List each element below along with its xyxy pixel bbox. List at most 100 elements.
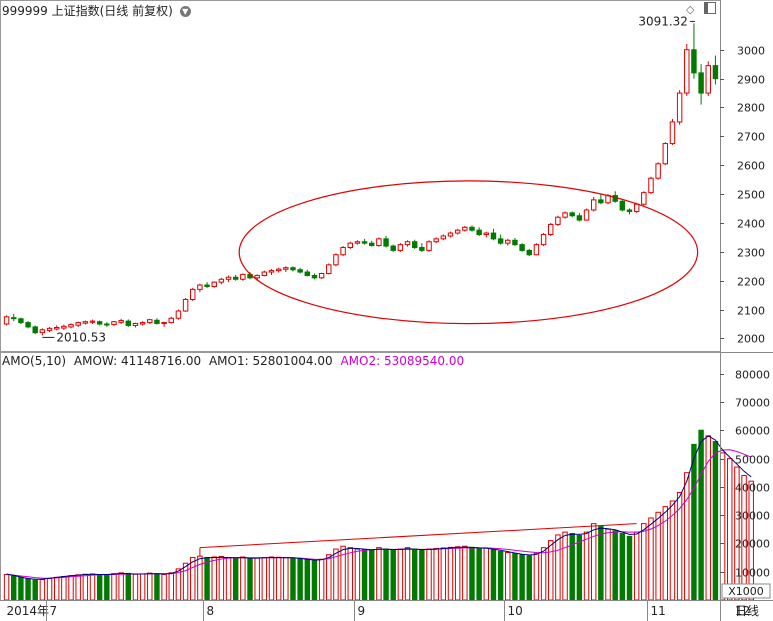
- window-toggle-icon[interactable]: [704, 2, 716, 14]
- candle: [190, 287, 196, 301]
- candle: [326, 263, 332, 275]
- diamond-icon[interactable]: ◇: [686, 3, 695, 16]
- candle: [691, 23, 697, 79]
- candle: [104, 322, 110, 327]
- candle: [340, 246, 346, 257]
- candle: [361, 238, 368, 245]
- volume-bar: [147, 572, 153, 601]
- candle: [648, 176, 654, 195]
- candle-body: [404, 241, 411, 246]
- volume-bar: [197, 555, 203, 601]
- volume-bar: [476, 548, 482, 601]
- candle-body: [190, 288, 196, 300]
- volume-header: AMO(5,10) AMOW: 41148716.00 AMO1: 528010…: [2, 354, 468, 368]
- candle: [548, 222, 554, 236]
- candle-body: [419, 247, 425, 251]
- candle: [3, 315, 10, 326]
- candle-body: [662, 143, 669, 165]
- candle: [154, 318, 160, 325]
- candle-body: [125, 320, 132, 326]
- candle: [576, 212, 583, 222]
- candle: [426, 240, 432, 252]
- price-tick-label: 2400: [737, 218, 765, 231]
- volume-bar: [311, 560, 318, 601]
- candle: [583, 208, 590, 221]
- candle-body: [684, 49, 690, 94]
- volume-bar: [583, 531, 590, 601]
- candle-body: [340, 247, 346, 256]
- candle: [182, 298, 189, 312]
- candle: [61, 324, 67, 330]
- volume-bar: [411, 548, 418, 601]
- chevron-down-circle-icon[interactable]: ▼: [179, 6, 191, 17]
- candle-body: [283, 267, 289, 270]
- candle: [11, 313, 17, 322]
- candle: [505, 238, 511, 246]
- candle-body: [290, 267, 296, 271]
- candle-body: [562, 212, 568, 218]
- volume-bar: [626, 535, 633, 601]
- candle: [676, 90, 683, 125]
- candle-body: [376, 238, 382, 246]
- candle-body: [440, 235, 447, 240]
- candle-body: [11, 317, 17, 320]
- candle-body: [676, 92, 683, 123]
- volume-bar: [347, 547, 353, 601]
- volume-bar: [705, 435, 711, 601]
- candle: [261, 270, 268, 277]
- volume-bar: [61, 576, 67, 601]
- volume-bar: [218, 555, 225, 601]
- candle: [311, 273, 318, 280]
- candle-body: [39, 329, 46, 334]
- candle: [411, 239, 418, 249]
- candle: [519, 243, 525, 252]
- volume-bar: [3, 574, 10, 601]
- volume-bar: [548, 540, 554, 601]
- candle: [197, 283, 203, 293]
- candle: [283, 266, 289, 273]
- volume-bar: [240, 556, 246, 601]
- volume-bar: [361, 549, 368, 601]
- price-tick-label: 2200: [737, 276, 765, 289]
- candle: [318, 272, 325, 279]
- volume-bar: [283, 557, 289, 601]
- volume-bar: [154, 573, 160, 601]
- candle: [275, 267, 282, 273]
- candle: [641, 191, 647, 206]
- candle-body: [268, 270, 275, 273]
- candle-body: [225, 276, 232, 280]
- volume-bar: [89, 573, 96, 601]
- candle-body: [218, 278, 225, 283]
- candle-body: [497, 238, 504, 244]
- candle: [147, 318, 153, 325]
- candle-body: [512, 239, 518, 246]
- price-tick-label: 2100: [737, 305, 765, 318]
- x-tick-label: 8: [207, 604, 215, 618]
- volume-bar: [318, 558, 325, 601]
- candle: [705, 61, 711, 96]
- candle-body: [197, 284, 203, 290]
- candle: [89, 319, 96, 325]
- price-tick-label: 2300: [737, 247, 765, 260]
- candle: [347, 241, 353, 249]
- candle-body: [454, 229, 461, 234]
- candle-body: [161, 322, 167, 325]
- candle-body: [605, 195, 611, 204]
- min-price-label: 2010.53: [56, 330, 106, 344]
- price-tick-label: 2500: [737, 189, 765, 202]
- candle-body: [154, 319, 160, 324]
- volume-tick-label: 30000: [735, 510, 770, 523]
- candle: [555, 215, 561, 226]
- volume-bar: [369, 549, 375, 601]
- candle: [161, 321, 167, 327]
- candle: [304, 269, 311, 277]
- candle-body: [505, 239, 511, 244]
- volume-bar: [82, 573, 89, 601]
- volume-bar: [161, 574, 167, 601]
- volume-bar: [447, 546, 454, 601]
- candle-body: [619, 200, 626, 211]
- volume-bar: [619, 533, 626, 601]
- volume-bar: [633, 531, 640, 601]
- x-tick-label: 日线: [735, 604, 759, 618]
